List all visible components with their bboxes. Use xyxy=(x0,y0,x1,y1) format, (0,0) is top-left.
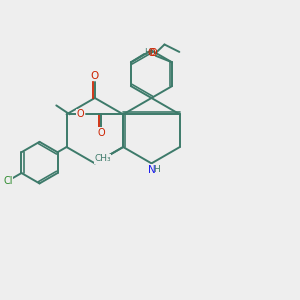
Text: Cl: Cl xyxy=(3,176,13,186)
Text: H: H xyxy=(145,48,151,57)
Text: H: H xyxy=(154,165,160,174)
Text: O: O xyxy=(150,48,158,58)
Text: O: O xyxy=(147,48,155,59)
Text: N: N xyxy=(148,165,155,175)
Text: O: O xyxy=(97,128,105,138)
Text: O: O xyxy=(91,71,99,81)
Text: CH₃: CH₃ xyxy=(94,154,111,164)
Text: O: O xyxy=(77,109,85,119)
